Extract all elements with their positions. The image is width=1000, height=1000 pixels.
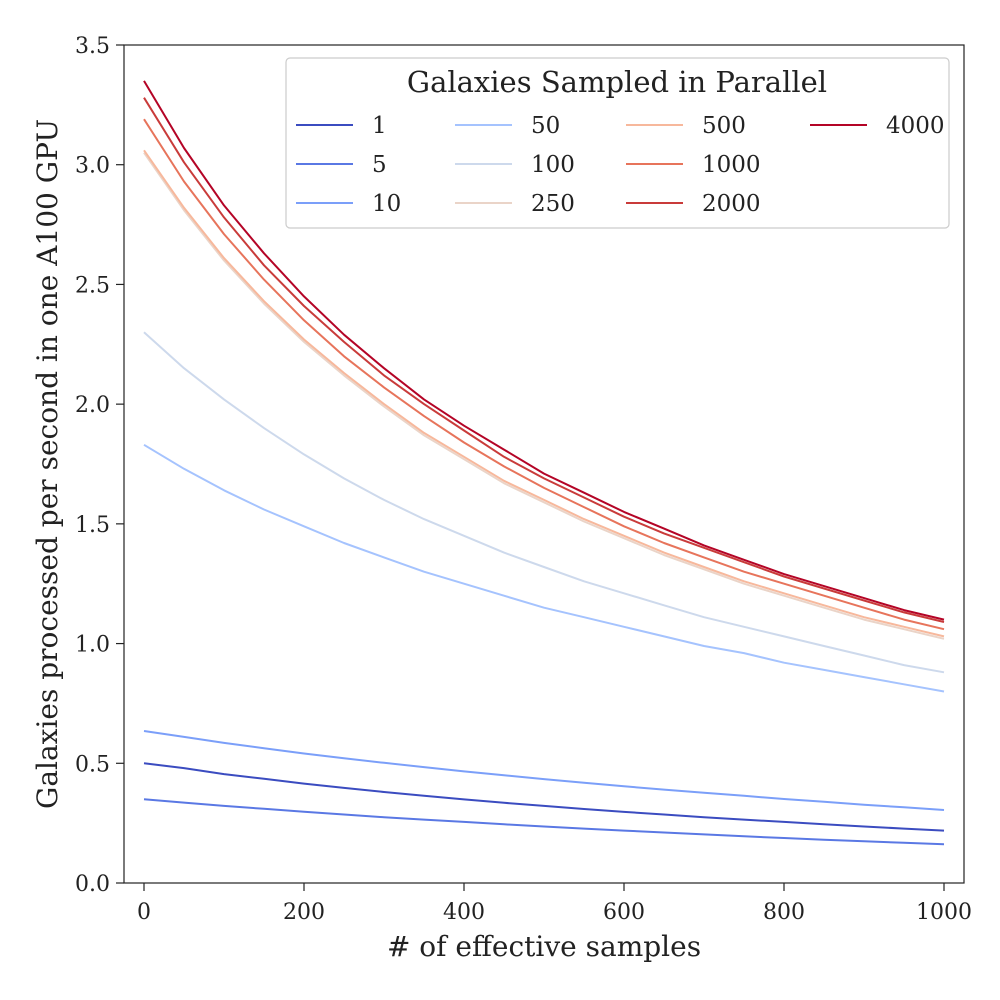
legend-entry-500: 500 <box>626 113 746 139</box>
series-line-1 <box>143 762 945 832</box>
legend-label: 1000 <box>702 152 761 178</box>
y-tick-label: 0.5 <box>75 752 110 777</box>
x-tick-label: 400 <box>443 900 485 925</box>
legend-entry-10: 10 <box>296 191 401 217</box>
y-tick-label: 2.0 <box>75 393 110 418</box>
legend-label: 250 <box>531 191 575 217</box>
legend-entry-5: 5 <box>296 152 387 178</box>
legend-entry-50: 50 <box>455 113 560 139</box>
y-tick-label: 0.0 <box>75 872 110 897</box>
legend-entry-4000: 4000 <box>810 113 945 139</box>
series-line-5 <box>143 798 945 846</box>
series-line-4000 <box>143 80 945 621</box>
series-line-500 <box>143 149 945 638</box>
legend-entry-250: 250 <box>455 191 575 217</box>
series-line-2000 <box>143 97 945 623</box>
legend: Galaxies Sampled in Parallel 1 5 10 50 100 25… <box>285 57 950 229</box>
y-axis-label: Galaxies processed per second in one A10… <box>31 119 64 809</box>
x-axis-label: # of effective samples <box>387 930 701 963</box>
y-tick-label: 1.0 <box>75 633 110 658</box>
legend-label: 4000 <box>886 113 945 139</box>
x-tick-label: 600 <box>603 900 645 925</box>
x-tick-label: 0 <box>137 900 151 925</box>
legend-entry-1000: 1000 <box>626 152 761 178</box>
x-tick-label: 200 <box>283 900 325 925</box>
series-line-250 <box>143 152 945 640</box>
x-tick-label: 800 <box>763 900 805 925</box>
legend-label: 100 <box>531 152 575 178</box>
x-axis: 0 200 400 600 800 1000 <box>137 883 972 925</box>
legend-entry-1: 1 <box>296 113 387 139</box>
plot-frame <box>123 44 965 884</box>
legend-label: 1 <box>372 113 387 139</box>
legend-label: 2000 <box>702 191 761 217</box>
legend-items: 1 5 10 50 100 250 500 1000 2000 4000 <box>296 113 945 217</box>
plot-lines <box>143 80 945 846</box>
legend-label: 5 <box>372 152 387 178</box>
legend-label: 50 <box>531 113 560 139</box>
legend-title: Galaxies Sampled in Parallel <box>407 65 827 99</box>
legend-box <box>285 57 950 229</box>
legend-label: 10 <box>372 191 401 217</box>
y-axis: 0.0 0.5 1.0 1.5 2.0 2.5 3.0 3.5 <box>75 34 124 897</box>
series-line-1000 <box>143 118 945 631</box>
series-line-10 <box>143 730 945 811</box>
x-tick-label: 1000 <box>916 900 972 925</box>
y-tick-label: 2.5 <box>75 273 110 298</box>
y-tick-label: 3.0 <box>75 154 110 179</box>
legend-label: 500 <box>702 113 746 139</box>
y-tick-label: 1.5 <box>75 513 110 538</box>
legend-entry-100: 100 <box>455 152 575 178</box>
series-line-100 <box>143 331 945 674</box>
legend-entry-2000: 2000 <box>626 191 761 217</box>
series-line-50 <box>143 443 945 693</box>
y-tick-label: 3.5 <box>75 34 110 59</box>
